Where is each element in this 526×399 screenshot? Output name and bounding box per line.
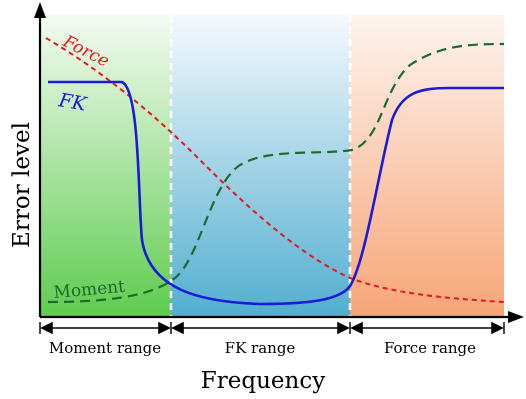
moment-range-label: Moment range	[49, 339, 161, 357]
fk-range-label: FK range	[225, 339, 296, 357]
range-arrows	[39, 321, 505, 335]
fk-curve-label: FK	[56, 89, 90, 116]
x-axis-arrowhead	[508, 311, 524, 323]
y-axis-arrowhead	[34, 2, 46, 18]
force-curve	[45, 37, 505, 303]
fk-range-region	[171, 15, 350, 317]
x-axis-label: Frequency	[201, 368, 325, 394]
moment-range-region	[40, 15, 171, 317]
force-range-label: Force range	[384, 339, 476, 357]
moment-curve	[47, 42, 505, 304]
y-axis-label: Error level	[9, 122, 35, 248]
force-range-region	[350, 15, 504, 317]
fk-curve	[48, 80, 504, 306]
